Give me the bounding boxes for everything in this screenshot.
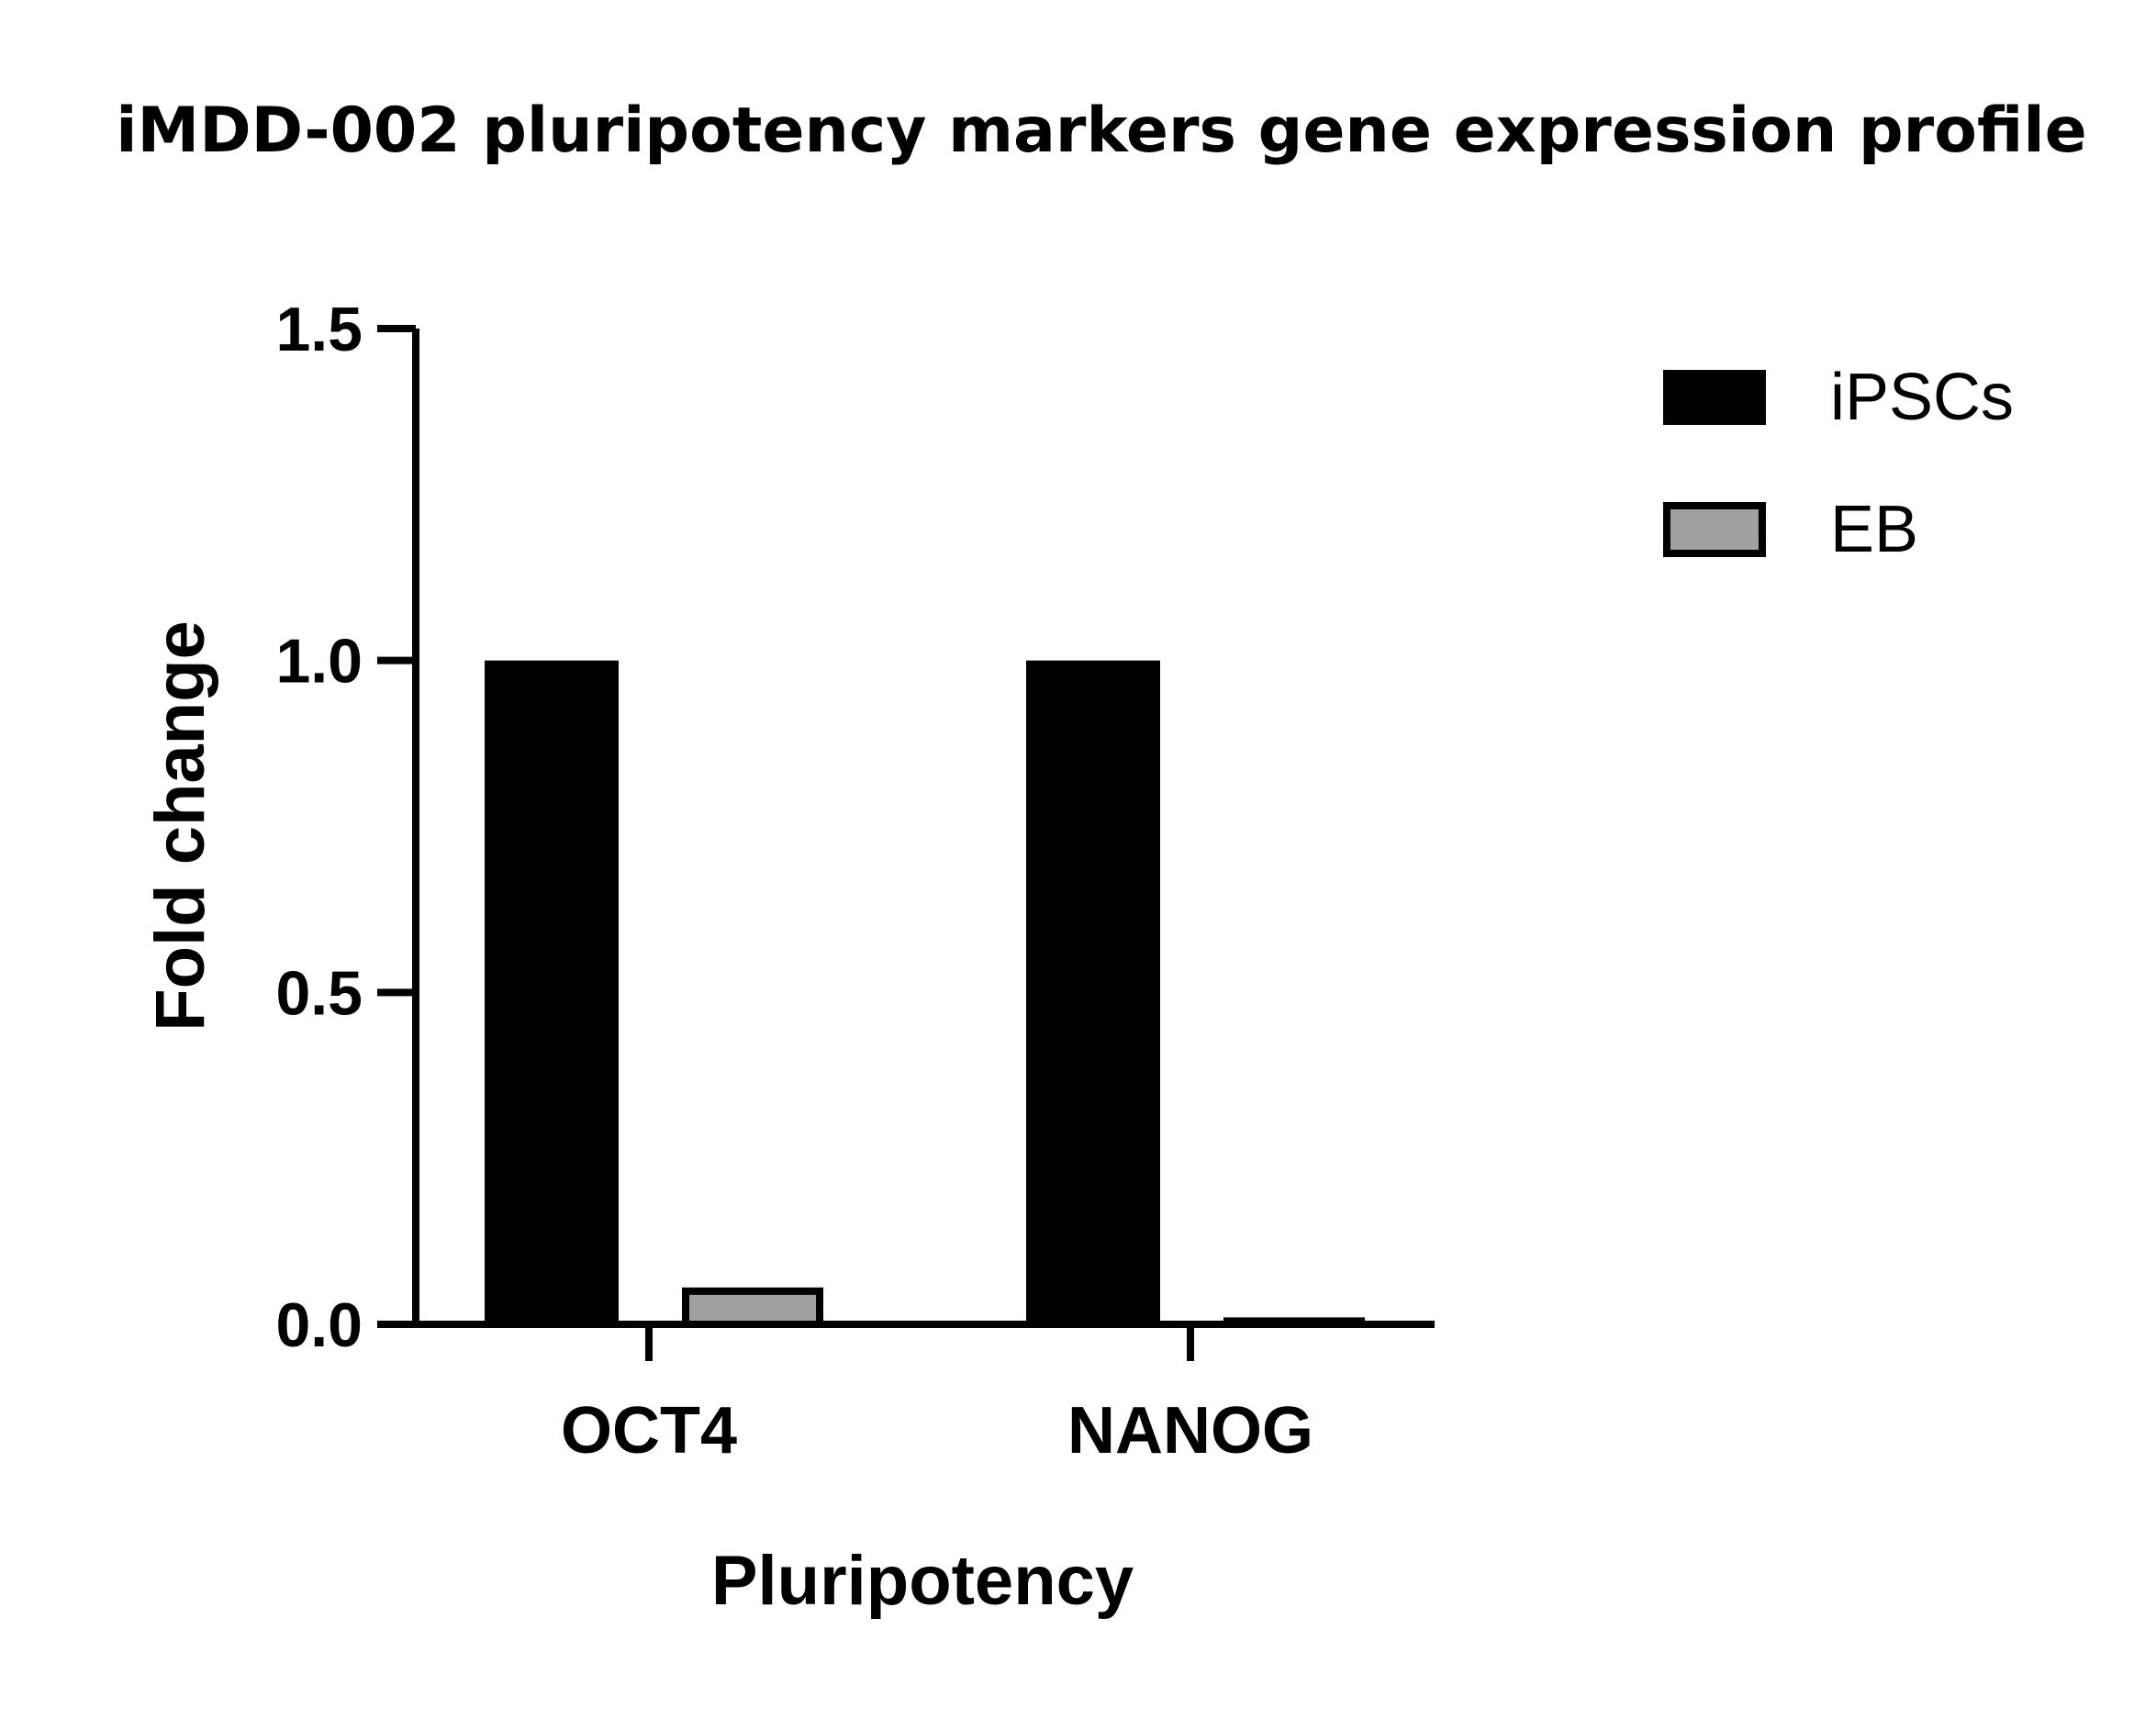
y-tick-label: 1.5 — [275, 295, 363, 364]
y-tick-label: 1.0 — [275, 627, 363, 697]
y-tick-label: 0.0 — [275, 1290, 363, 1360]
bars — [485, 660, 1365, 1329]
x-tick-label: OCT4 — [561, 1394, 737, 1468]
legend-label-eb: EB — [1830, 493, 1918, 566]
bar-eb-nanog — [1223, 1317, 1365, 1328]
y-axis-label: Fold change — [141, 620, 219, 1032]
bar-ipscs-nanog — [1026, 660, 1160, 1324]
legend: iPSCs EB — [1663, 361, 2014, 566]
x-axis-label: Pluripotency — [711, 1542, 1134, 1620]
y-ticks: 0.0 0.5 1.0 1.5 — [275, 295, 416, 1360]
x-ticks — [645, 1324, 1194, 1361]
plot-area: 0.0 0.5 1.0 1.5 OCT4 NANOG — [275, 295, 1435, 1468]
legend-swatch-eb — [1663, 502, 1766, 557]
bar-ipscs-oct4 — [485, 660, 619, 1324]
legend-label-ipscs: iPSCs — [1830, 361, 2014, 434]
category-labels: OCT4 NANOG — [561, 1394, 1313, 1468]
x-tick-label: NANOG — [1067, 1394, 1313, 1468]
y-tick-label: 0.5 — [275, 958, 363, 1028]
chart-title: iMDD-002 pluripotency markers gene expre… — [116, 95, 2087, 167]
legend-swatch-ipscs — [1663, 370, 1766, 425]
bar-eb-oct4 — [682, 1287, 823, 1329]
